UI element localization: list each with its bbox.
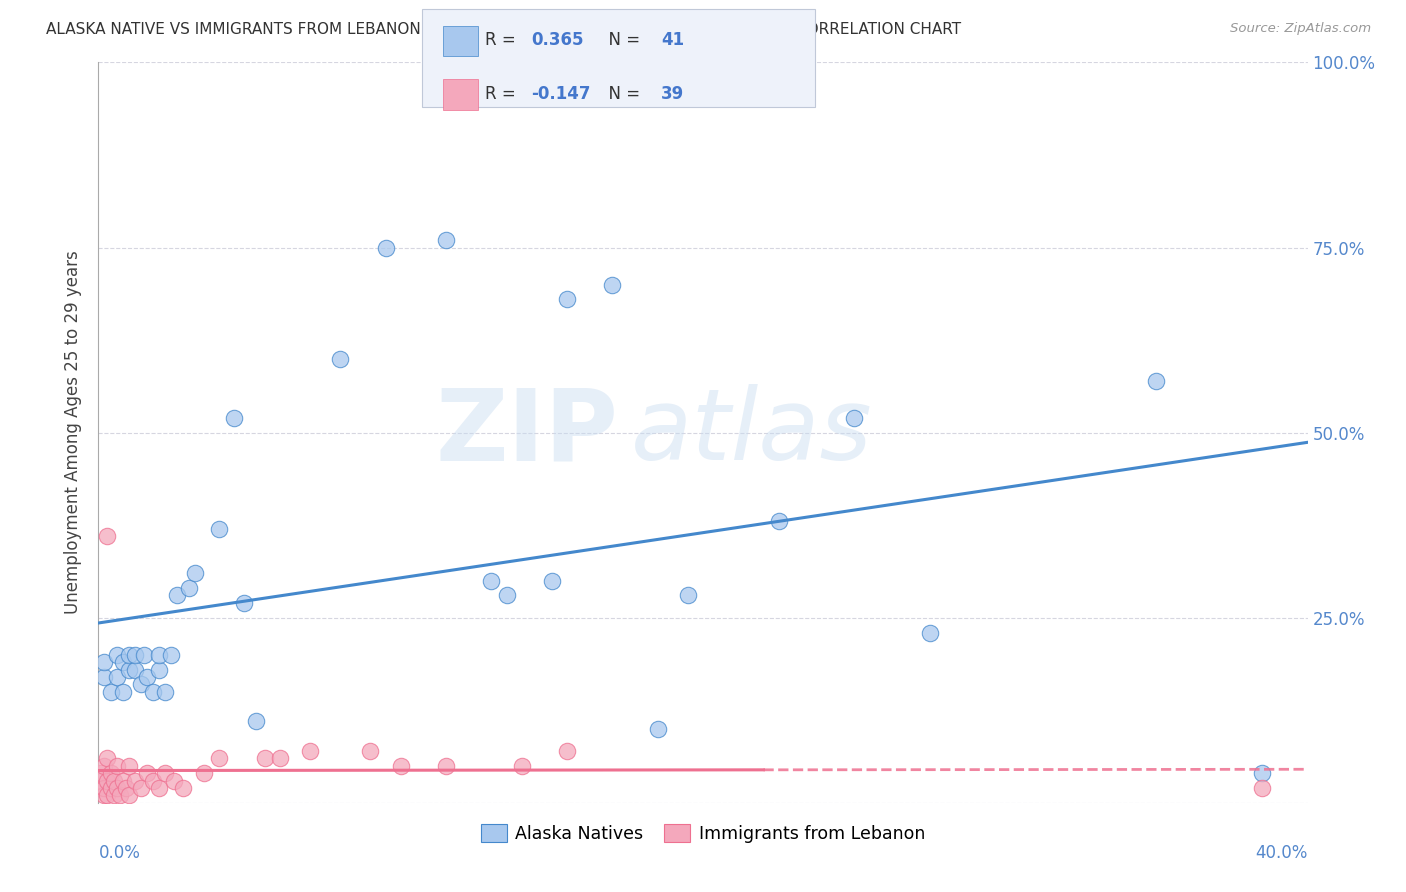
Point: [193, 766, 215, 780]
Point: [299, 744, 322, 758]
Point: [153, 766, 176, 780]
Point: [105, 648, 128, 662]
Text: atlas: atlas: [630, 384, 872, 481]
Point: [103, 773, 125, 788]
Point: [160, 648, 183, 662]
Point: [142, 773, 165, 788]
Point: [142, 685, 165, 699]
Text: -0.147: -0.147: [531, 85, 591, 103]
Point: [172, 780, 194, 795]
Text: Source: ZipAtlas.com: Source: ZipAtlas.com: [1230, 22, 1371, 36]
Point: [135, 766, 157, 780]
Point: [374, 240, 396, 255]
Point: [179, 581, 201, 595]
Point: [100, 685, 122, 699]
Point: [129, 677, 152, 691]
Point: [105, 758, 128, 772]
Point: [93, 758, 115, 772]
Point: [540, 574, 562, 588]
Point: [132, 648, 155, 662]
Text: ZIP: ZIP: [436, 384, 619, 481]
Point: [434, 758, 457, 772]
Point: [118, 663, 141, 677]
Text: ALASKA NATIVE VS IMMIGRANTS FROM LEBANON UNEMPLOYMENT AMONG AGES 25 TO 29 YEARS : ALASKA NATIVE VS IMMIGRANTS FROM LEBANON…: [46, 22, 962, 37]
Point: [96, 529, 118, 543]
Point: [1251, 766, 1274, 780]
Text: N =: N =: [598, 85, 645, 103]
Point: [1251, 780, 1274, 795]
Point: [602, 277, 624, 292]
Text: N =: N =: [598, 31, 645, 49]
Point: [166, 589, 188, 603]
Text: 39: 39: [661, 85, 685, 103]
Point: [90, 766, 112, 780]
Point: [100, 780, 122, 795]
Point: [163, 773, 186, 788]
Point: [108, 789, 131, 803]
Point: [93, 780, 115, 795]
Point: [111, 685, 134, 699]
Point: [184, 566, 207, 581]
Point: [208, 751, 231, 765]
Point: [93, 655, 115, 669]
Text: 40.0%: 40.0%: [1256, 844, 1308, 862]
Point: [676, 589, 699, 603]
Point: [124, 773, 146, 788]
Point: [148, 780, 170, 795]
Point: [105, 780, 128, 795]
Y-axis label: Unemployment Among Ages 25 to 29 years: Unemployment Among Ages 25 to 29 years: [65, 251, 83, 615]
Point: [253, 751, 276, 765]
Point: [129, 780, 152, 795]
Point: [389, 758, 412, 772]
Point: [434, 233, 457, 247]
Point: [768, 515, 790, 529]
Point: [269, 751, 291, 765]
Point: [96, 751, 118, 765]
Point: [90, 773, 112, 788]
Point: [96, 789, 118, 803]
Point: [208, 522, 231, 536]
Point: [844, 410, 866, 425]
Point: [647, 722, 669, 736]
Point: [114, 780, 136, 795]
Text: 0.365: 0.365: [531, 31, 583, 49]
Point: [232, 596, 254, 610]
Point: [105, 670, 128, 684]
Text: R =: R =: [485, 85, 522, 103]
Point: [111, 655, 134, 669]
Text: 41: 41: [661, 31, 683, 49]
Point: [90, 780, 112, 795]
Point: [495, 589, 517, 603]
Point: [135, 670, 157, 684]
Point: [93, 789, 115, 803]
Point: [153, 685, 176, 699]
Point: [103, 789, 125, 803]
Legend: Alaska Natives, Immigrants from Lebanon: Alaska Natives, Immigrants from Lebanon: [474, 817, 932, 850]
Point: [118, 648, 141, 662]
Point: [510, 758, 533, 772]
Point: [148, 648, 170, 662]
Text: R =: R =: [485, 31, 522, 49]
Point: [100, 766, 122, 780]
Point: [245, 714, 267, 729]
Point: [329, 351, 352, 366]
Point: [124, 663, 146, 677]
Point: [481, 574, 503, 588]
Point: [118, 758, 141, 772]
Point: [93, 670, 115, 684]
Point: [124, 648, 146, 662]
Point: [224, 410, 246, 425]
Point: [1144, 374, 1167, 388]
Point: [148, 663, 170, 677]
Point: [360, 744, 382, 758]
Point: [96, 773, 118, 788]
Point: [555, 293, 578, 307]
Point: [111, 773, 134, 788]
Text: 0.0%: 0.0%: [98, 844, 141, 862]
Point: [918, 625, 941, 640]
Point: [118, 789, 141, 803]
Point: [555, 744, 578, 758]
